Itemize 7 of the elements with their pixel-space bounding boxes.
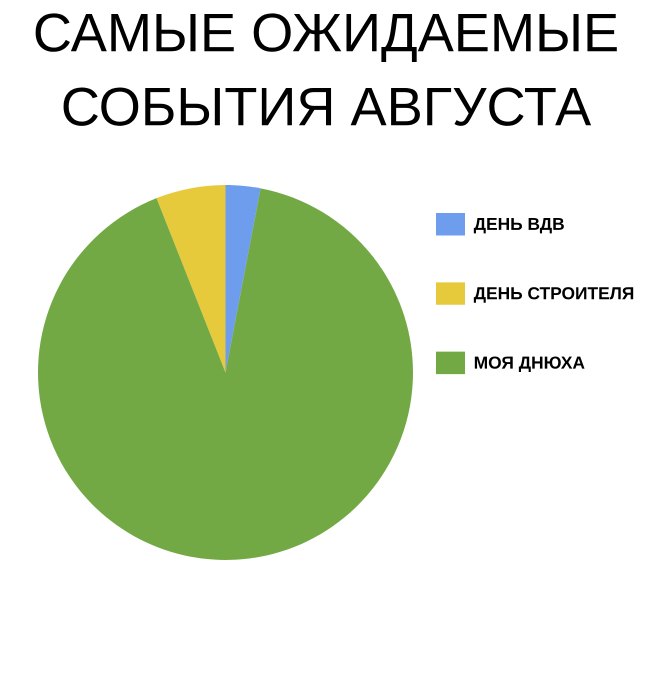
pie-slice: [156, 185, 226, 372]
legend-label: МОЯ ДНЮХА: [474, 356, 585, 372]
legend-label: ДЕНЬ СТРОИТЕЛЯ: [474, 287, 634, 303]
pie-slice: [226, 185, 261, 372]
pie-slice: [38, 188, 413, 560]
legend-label: ДЕНЬ ВДВ: [474, 218, 564, 234]
chart-title: САМЫЕ ОЖИДАЕМЫЕ СОБЫТИЯ АВГУСТА: [36, 13, 617, 126]
